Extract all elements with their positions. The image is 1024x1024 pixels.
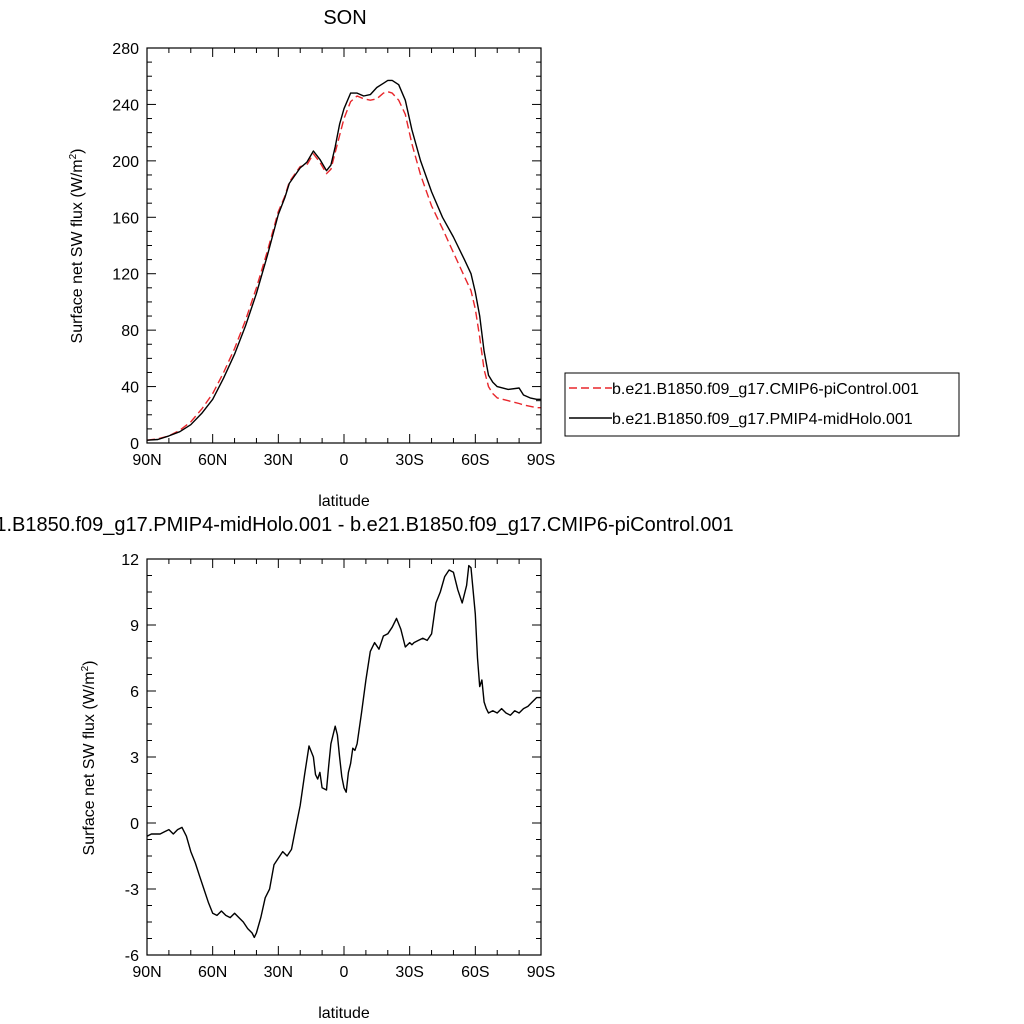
x-tick-label: 90S [527, 964, 555, 981]
x-tick-label: 0 [340, 452, 349, 469]
y-tick-label: 0 [130, 816, 139, 833]
x-tick-label: 60N [198, 452, 227, 469]
x-tick-label: 0 [340, 964, 349, 981]
y-axis-label-main: Surface net SW flux (W/m [81, 671, 98, 855]
legend-box [564, 372, 960, 437]
y-axis-label: Surface net SW flux (W/m2) [80, 661, 98, 856]
x-tick-label: 30N [264, 964, 293, 981]
y-tick-label: 9 [130, 618, 139, 635]
y-axis-label-superscript: 2 [68, 153, 79, 159]
y-tick-label: -3 [125, 882, 139, 899]
x-tick-label: 30S [395, 964, 423, 981]
series-line-picontrol [146, 90, 541, 441]
chart-title: b.e21.B1850.f09_g17.PMIP4-midHolo.001 - … [0, 514, 734, 536]
y-tick-label: 200 [112, 154, 139, 171]
y-tick-label: 40 [121, 380, 139, 397]
x-tick-label: 30N [264, 452, 293, 469]
x-axis-label: latitude [318, 493, 370, 510]
y-tick-label: 12 [121, 552, 139, 569]
x-tick-label: 90S [527, 452, 555, 469]
y-axis-label-superscript: 2 [80, 665, 91, 671]
x-tick-label: 90N [132, 964, 161, 981]
legend: b.e21.B1850.f09_g17.CMIP6-piControl.001 … [564, 372, 960, 437]
flux-panel: SON 90N 60N 30N 0 30S 60S 90S 0 40 80 120 160 200 240… [68, 7, 960, 510]
y-axis-label-main: Surface net SW flux (W/m [69, 159, 86, 343]
y-axis-label-close: ) [81, 661, 98, 666]
y-tick-label: 120 [112, 267, 139, 284]
y-axis-label: Surface net SW flux (W/m2) [68, 149, 86, 344]
y-tick-label: 280 [112, 41, 139, 58]
difference-panel: b.e21.B1850.f09_g17.PMIP4-midHolo.001 - … [0, 514, 734, 1022]
series-line-difference [146, 564, 541, 939]
legend-label-picontrol: b.e21.B1850.f09_g17.CMIP6-piControl.001 [612, 381, 919, 398]
y-tick-label: 160 [112, 210, 139, 227]
x-axis-label: latitude [318, 1005, 370, 1022]
x-tick-label: 60S [461, 452, 489, 469]
y-tick-label: -6 [125, 948, 139, 965]
y-tick-label: 240 [112, 97, 139, 114]
x-tick-label: 90N [132, 452, 161, 469]
x-tick-label: 30S [395, 452, 423, 469]
chart-title: SON [323, 7, 366, 29]
x-tick-label: 60S [461, 964, 489, 981]
y-tick-label: 80 [121, 323, 139, 340]
y-tick-label: 3 [130, 750, 139, 767]
y-tick-label: 6 [130, 684, 139, 701]
series-line-midholo [146, 79, 541, 441]
y-axis-label-close: ) [69, 149, 86, 154]
y-tick-label: 0 [130, 436, 139, 453]
legend-label-midholo: b.e21.B1850.f09_g17.PMIP4-midHolo.001 [612, 411, 913, 428]
x-tick-label: 60N [198, 964, 227, 981]
